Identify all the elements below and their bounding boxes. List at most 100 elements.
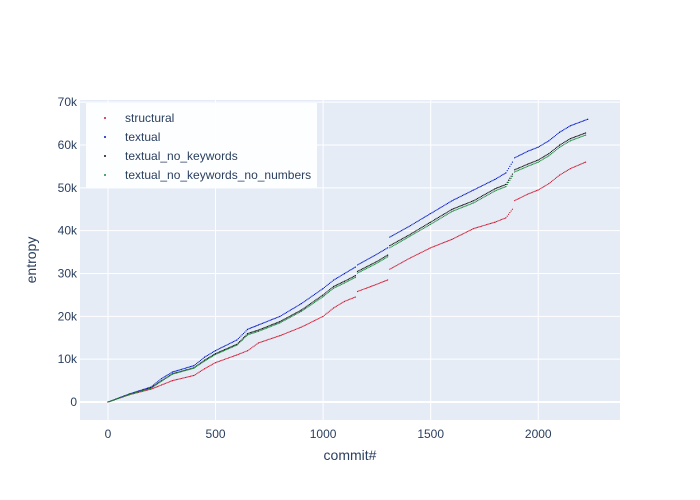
data-point [173,371,175,373]
data-point [339,275,341,277]
data-point [578,164,581,166]
data-point [441,214,443,216]
data-point [198,360,200,363]
data-point [237,353,239,355]
data-point [559,131,561,133]
data-point [503,173,505,175]
data-point [486,195,488,197]
data-point [342,273,344,276]
data-point [468,204,470,206]
data-point [501,218,503,221]
data-point [121,396,123,398]
data-point [356,264,359,266]
data-point [415,221,417,224]
data-point [459,196,461,198]
data-point [413,231,415,233]
data-point [398,263,400,265]
data-point [568,168,570,171]
data-point [365,267,368,270]
data-point [208,357,210,360]
data-point [482,197,484,199]
data-point [367,267,369,269]
data-point [384,256,386,258]
data-point [564,171,566,173]
data-point [575,138,577,140]
data-point [371,285,373,287]
data-point [351,268,353,270]
data-point [452,237,455,240]
data-point [282,314,284,316]
data-point [206,358,208,360]
data-point [542,158,545,160]
data-point [151,385,153,387]
data-point [313,301,316,304]
data-point [442,213,445,215]
data-point [168,373,171,375]
data-point [529,192,531,194]
data-point [511,208,514,210]
data-point [152,387,155,389]
data-point [577,137,579,139]
legend-label: structural [125,111,174,125]
data-point [280,314,282,317]
data-point [384,280,386,282]
data-point [231,345,233,347]
legend-item-textual_no_keywords[interactable]: textual_no_keywords [104,149,238,163]
data-point [231,346,233,348]
data-point [356,272,359,274]
data-point [465,205,467,207]
legend-label: textual_no_keywords_no_numbers [125,168,311,182]
data-point [394,265,396,267]
data-point [273,318,275,320]
data-point [220,360,222,362]
data-point [516,168,518,170]
data-point [107,401,109,403]
data-point [184,369,187,372]
data-point [482,195,484,197]
legend-item-structural[interactable]: structural [104,111,174,125]
data-point [210,355,212,357]
data-point [437,216,440,219]
data-point [202,361,204,363]
data-point [222,359,224,361]
data-point [405,237,408,239]
data-point [306,299,308,301]
data-point [350,278,352,281]
data-point [277,323,279,325]
data-point [338,276,340,278]
data-point [307,306,309,308]
data-point [293,313,295,315]
data-point [325,293,327,296]
legend-item-textual[interactable]: textual [104,130,160,144]
data-point [141,390,143,392]
data-point [446,213,449,215]
data-point [326,312,328,314]
data-point [560,130,562,132]
data-point [469,201,471,203]
data-point [568,141,570,143]
data-point [395,265,397,267]
data-point [430,223,432,225]
legend-item-textual_no_keywords_no_numbers[interactable]: textual_no_keywords_no_numbers [104,168,311,182]
data-point [167,376,169,378]
data-point [435,220,437,222]
data-point [358,270,360,272]
data-point [402,261,404,263]
data-point [229,346,231,348]
data-point [459,207,461,209]
data-point [218,351,221,353]
legend[interactable]: structural textual textual_no_keywordstext… [86,103,317,188]
data-point [382,257,384,259]
data-point [145,389,147,391]
data-point [402,237,404,240]
data-point [312,302,314,304]
data-point [358,271,360,274]
data-point [465,193,467,195]
data-point [197,361,199,364]
legend-label: textual_no_keywords [125,149,238,163]
data-point [377,261,379,264]
data-point [387,254,389,256]
data-point [113,399,116,401]
data-point [330,288,332,290]
data-point [217,351,219,354]
